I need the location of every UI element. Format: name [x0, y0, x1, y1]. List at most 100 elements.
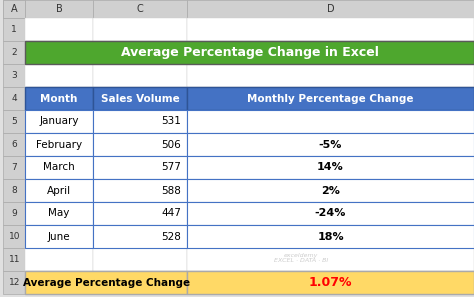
Bar: [187, 179, 474, 202]
Bar: [93, 202, 187, 225]
Bar: [25, 225, 93, 248]
Bar: [25, 179, 93, 202]
Bar: [93, 225, 187, 248]
Bar: [93, 156, 187, 179]
Bar: [25, 41, 93, 64]
Bar: [187, 133, 474, 156]
Bar: [187, 41, 474, 64]
Text: Monthly Percentage Change: Monthly Percentage Change: [247, 94, 414, 103]
Text: 7: 7: [11, 163, 17, 172]
Bar: [187, 271, 474, 294]
Text: 2: 2: [11, 48, 17, 57]
Text: 447: 447: [161, 208, 181, 219]
Bar: [187, 156, 474, 179]
Bar: [3, 225, 25, 248]
Text: 531: 531: [161, 116, 181, 127]
Bar: [93, 110, 187, 133]
Text: 18%: 18%: [317, 231, 344, 241]
Bar: [93, 248, 187, 271]
Bar: [3, 0, 25, 18]
Bar: [93, 202, 187, 225]
Bar: [25, 18, 93, 41]
Text: B: B: [55, 4, 62, 14]
Bar: [187, 225, 474, 248]
Text: 8: 8: [11, 186, 17, 195]
Text: 2%: 2%: [321, 186, 340, 195]
Bar: [93, 110, 187, 133]
Bar: [25, 64, 93, 87]
Bar: [93, 271, 187, 294]
Text: April: April: [47, 186, 71, 195]
Bar: [25, 0, 93, 18]
Text: 4: 4: [11, 94, 17, 103]
Bar: [93, 0, 187, 18]
Bar: [187, 156, 474, 179]
Bar: [3, 0, 474, 18]
Text: 1.07%: 1.07%: [309, 276, 352, 289]
Bar: [25, 271, 93, 294]
Text: 588: 588: [161, 186, 181, 195]
Bar: [3, 179, 25, 202]
Text: Sales Volume: Sales Volume: [100, 94, 179, 103]
Text: March: March: [43, 162, 75, 173]
Text: May: May: [48, 208, 70, 219]
Bar: [93, 156, 187, 179]
Text: 14%: 14%: [317, 162, 344, 173]
Bar: [25, 133, 93, 156]
Text: 1: 1: [11, 25, 17, 34]
Text: 3: 3: [11, 71, 17, 80]
Bar: [3, 41, 25, 64]
Bar: [187, 225, 474, 248]
Bar: [25, 225, 93, 248]
Text: 9: 9: [11, 209, 17, 218]
Bar: [25, 179, 93, 202]
Bar: [25, 202, 93, 225]
Bar: [93, 64, 187, 87]
Bar: [25, 271, 187, 294]
Bar: [187, 110, 474, 133]
Bar: [25, 156, 93, 179]
Text: Average Percentage Change in Excel: Average Percentage Change in Excel: [121, 46, 379, 59]
Bar: [187, 87, 474, 110]
Bar: [187, 133, 474, 156]
Bar: [25, 248, 93, 271]
Bar: [25, 202, 93, 225]
Bar: [93, 179, 187, 202]
Bar: [93, 225, 187, 248]
Bar: [187, 18, 474, 41]
Text: exceldemy
EXCEL · DATA · BI: exceldemy EXCEL · DATA · BI: [274, 253, 328, 263]
Bar: [25, 87, 93, 110]
Text: 528: 528: [161, 231, 181, 241]
Text: -24%: -24%: [315, 208, 346, 219]
Text: A: A: [11, 4, 18, 14]
Bar: [93, 87, 187, 110]
Text: 577: 577: [161, 162, 181, 173]
Text: 506: 506: [161, 140, 181, 149]
Bar: [187, 271, 474, 294]
Text: D: D: [327, 4, 334, 14]
Text: Month: Month: [40, 94, 78, 103]
Bar: [25, 156, 93, 179]
Bar: [93, 133, 187, 156]
Bar: [187, 202, 474, 225]
Text: 11: 11: [9, 255, 20, 264]
Text: -5%: -5%: [319, 140, 342, 149]
Text: 6: 6: [11, 140, 17, 149]
Bar: [3, 133, 25, 156]
Bar: [187, 110, 474, 133]
Bar: [93, 41, 187, 64]
Bar: [93, 87, 187, 110]
Bar: [93, 133, 187, 156]
Text: C: C: [137, 4, 143, 14]
Bar: [187, 202, 474, 225]
Bar: [3, 0, 25, 18]
Bar: [25, 133, 93, 156]
Text: 5: 5: [11, 117, 17, 126]
Text: February: February: [36, 140, 82, 149]
Bar: [25, 41, 474, 64]
Text: 12: 12: [9, 278, 20, 287]
Bar: [187, 64, 474, 87]
Bar: [187, 179, 474, 202]
Bar: [3, 18, 25, 41]
Text: January: January: [39, 116, 79, 127]
